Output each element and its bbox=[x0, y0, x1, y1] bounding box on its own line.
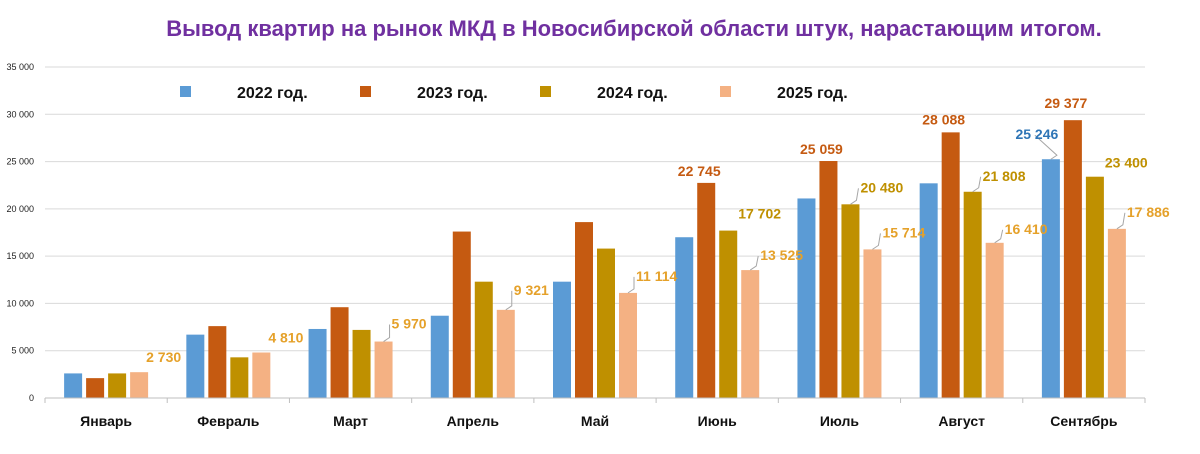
bar bbox=[597, 248, 615, 398]
bar bbox=[985, 242, 1004, 398]
legend-label: 2023 год. bbox=[417, 85, 488, 102]
y-tick-label: 0 bbox=[29, 393, 34, 403]
data-labels: 2 730 4 810 5 970 9 321 11 114 22 745 17 702 13… bbox=[146, 95, 1170, 365]
legend-label: 2024 год. bbox=[597, 85, 668, 102]
y-tick-label: 35 000 bbox=[6, 62, 34, 72]
bar bbox=[186, 334, 205, 398]
bar bbox=[308, 328, 327, 398]
bar bbox=[841, 204, 860, 398]
bar bbox=[86, 378, 105, 398]
label-leader-line bbox=[749, 255, 759, 271]
bar bbox=[452, 231, 471, 398]
bar bbox=[1085, 176, 1104, 398]
legend-swatch bbox=[540, 86, 551, 97]
x-tick-label: Февраль bbox=[197, 413, 260, 429]
x-axis: Январь Февраль Март Апрель Май Июнь Июль Август… bbox=[44, 397, 1146, 429]
x-tick-label: Апрель bbox=[447, 413, 500, 429]
label-leader-line bbox=[1116, 212, 1126, 230]
data-label: 4 810 bbox=[268, 330, 303, 346]
bar bbox=[719, 230, 738, 398]
x-tick-label: Август bbox=[938, 413, 985, 429]
bar bbox=[430, 315, 449, 398]
label-leader-line bbox=[872, 233, 881, 250]
data-label: 2 730 bbox=[146, 349, 181, 365]
data-label: 15 714 bbox=[882, 224, 925, 240]
legend-swatch bbox=[180, 86, 191, 97]
bar bbox=[1107, 228, 1126, 398]
data-label: 21 808 bbox=[983, 168, 1026, 184]
bar bbox=[230, 357, 249, 398]
gridlines bbox=[45, 66, 1145, 399]
bar bbox=[697, 182, 716, 398]
label-leader-line bbox=[994, 229, 1004, 244]
chart-title: Вывод квартир на рынок МКД в Новосибирск… bbox=[166, 16, 1102, 41]
bar bbox=[208, 326, 227, 398]
bar bbox=[496, 309, 515, 398]
bar bbox=[575, 222, 593, 398]
bar bbox=[474, 281, 493, 398]
label-leader-lines bbox=[383, 134, 1126, 342]
bar bbox=[330, 307, 349, 398]
bar bbox=[374, 341, 393, 398]
bar bbox=[1063, 120, 1082, 398]
data-label: 17 702 bbox=[738, 206, 781, 222]
legend-label: 2022 год. bbox=[237, 85, 308, 102]
label-leader-line bbox=[850, 188, 859, 205]
bar bbox=[963, 191, 982, 398]
data-label: 9 321 bbox=[514, 282, 549, 298]
data-label: 13 525 bbox=[760, 247, 803, 263]
x-tick-label: Январь bbox=[80, 413, 132, 429]
bar bbox=[619, 292, 637, 398]
label-leader-line bbox=[972, 176, 982, 193]
data-label: 20 480 bbox=[860, 179, 903, 195]
data-label: 11 114 bbox=[636, 268, 677, 284]
y-tick-label: 30 000 bbox=[6, 109, 34, 119]
data-label: 5 970 bbox=[392, 316, 427, 332]
x-tick-label: Май bbox=[581, 413, 609, 429]
x-tick-label: Сентябрь bbox=[1050, 413, 1118, 429]
bar bbox=[863, 249, 882, 398]
y-tick-label: 25 000 bbox=[6, 157, 34, 167]
data-label: 25 059 bbox=[800, 141, 843, 157]
y-tick-label: 20 000 bbox=[6, 204, 34, 214]
bar bbox=[797, 198, 816, 398]
bar bbox=[819, 161, 838, 398]
data-label: 17 886 bbox=[1127, 204, 1170, 220]
data-label: 16 410 bbox=[1005, 221, 1048, 237]
data-label: 22 745 bbox=[678, 163, 721, 179]
bar bbox=[130, 372, 149, 398]
data-label: 28 088 bbox=[922, 111, 965, 127]
bar bbox=[252, 352, 271, 398]
bar bbox=[919, 183, 938, 398]
legend-swatch bbox=[360, 86, 371, 97]
bar bbox=[1041, 159, 1060, 398]
data-label: 29 377 bbox=[1044, 95, 1087, 111]
x-tick-label: Июль bbox=[820, 413, 860, 429]
bar bbox=[741, 270, 760, 398]
label-leader-line bbox=[627, 276, 635, 294]
y-tick-label: 10 000 bbox=[6, 298, 34, 308]
y-tick-label: 15 000 bbox=[6, 251, 34, 261]
bar bbox=[352, 329, 371, 398]
x-tick-label: Март bbox=[333, 413, 368, 429]
bar bbox=[941, 132, 960, 398]
y-axis: 0 5 000 10 000 15 000 20 000 25 000 30 000 35 0… bbox=[6, 62, 34, 403]
bars bbox=[64, 120, 1126, 398]
legend: 2022 год. 2023 год. 2024 год. 2025 год. bbox=[180, 85, 848, 102]
label-leader-line bbox=[383, 324, 391, 342]
data-label: 25 246 bbox=[1015, 126, 1058, 142]
bar bbox=[675, 237, 694, 398]
legend-label: 2025 год. bbox=[777, 85, 848, 102]
bar bbox=[553, 281, 571, 398]
label-leader-line bbox=[505, 290, 513, 311]
y-tick-label: 5 000 bbox=[11, 346, 34, 356]
x-tick-label: Июнь bbox=[698, 413, 737, 429]
legend-swatch bbox=[720, 86, 731, 97]
label-leader-line bbox=[1034, 134, 1058, 160]
data-label: 23 400 bbox=[1105, 155, 1148, 171]
bar bbox=[108, 373, 127, 398]
bar bbox=[64, 373, 83, 398]
